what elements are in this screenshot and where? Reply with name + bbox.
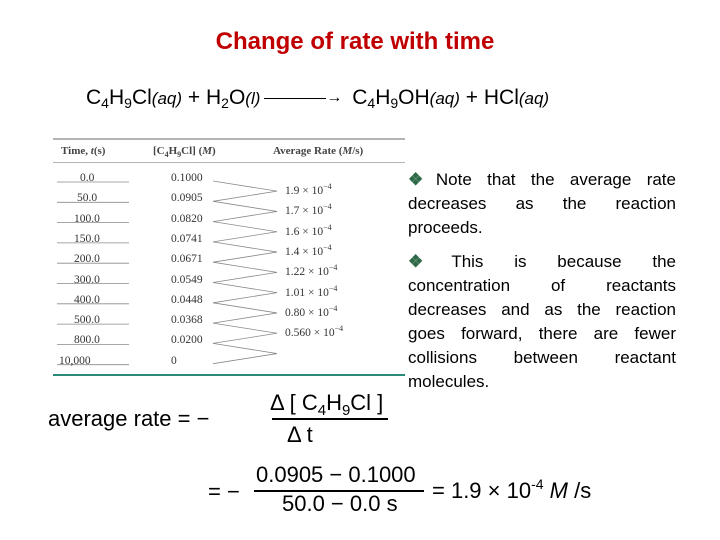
formula-numerator: Δ [ C4H9Cl ]: [270, 390, 384, 419]
cell-concentration: 0.0820: [171, 212, 203, 225]
connector-line: [212, 200, 278, 212]
cell-time: 400.0: [74, 293, 100, 306]
reaction-arrow-icon: →: [326, 89, 343, 107]
cell-average-rate: 1.9 × 10−4: [285, 182, 332, 197]
cell-time: 800.0: [74, 334, 100, 347]
formula-lhs: average rate = −: [48, 406, 210, 431]
bullet-diamond-icon: ❖: [408, 252, 450, 271]
product-2: HCl(aq): [483, 86, 550, 109]
connector-line: [212, 282, 278, 294]
plus-sign-2: +: [465, 86, 479, 109]
cell-concentration: 0.0200: [171, 334, 203, 347]
cell-average-rate: 1.7 × 10−4: [285, 202, 332, 218]
cell-time: 0.0: [80, 172, 95, 184]
connector-line: [212, 221, 278, 233]
rate-connector-lines: [57, 180, 278, 366]
connector-line: [212, 322, 278, 334]
connector-line: [212, 231, 278, 243]
slide-title: Change of rate with time: [215, 28, 495, 55]
reactant-2: H2O(l): [205, 86, 261, 111]
cell-concentration: 0.0368: [171, 314, 203, 327]
cell-time: 150.0: [74, 232, 100, 245]
table-header-rule: [53, 162, 405, 163]
calc-numerator: 0.0905 − 0.1000: [256, 462, 416, 487]
table-top-rule: [53, 138, 405, 140]
connector-line: [212, 302, 278, 314]
note-bullet-2: ❖ This is because the concentration of re…: [408, 250, 676, 394]
cell-concentration: 0.0905: [171, 192, 203, 205]
connector-line: [212, 292, 278, 304]
connector-line: [212, 211, 278, 222]
cell-average-rate: 0.560 × 10−4: [285, 324, 344, 340]
cell-concentration: 0.0549: [171, 273, 203, 286]
table-bottom-rule: [53, 374, 405, 376]
formula-fraction-line: [272, 418, 388, 420]
connector-line: [212, 343, 278, 354]
cell-time: 100.0: [74, 212, 100, 225]
cell-concentration: 0.1000: [171, 172, 203, 184]
cell-time: 200.0: [74, 253, 100, 266]
connector-line: [212, 332, 278, 344]
bullet-diamond-icon: ❖: [408, 170, 434, 189]
cell-concentration: 0.0671: [171, 253, 203, 266]
note-text-1: Note that the average rate decreases as …: [408, 170, 676, 237]
note-bullet-1: ❖ Note that the average rate decreases as…: [408, 168, 676, 240]
rate-table: Time, t(s) [C4H9Cl] (M) Average Rate (M/…: [53, 138, 405, 378]
connector-line: [212, 241, 278, 253]
cell-average-rate: 1.22 × 10−4: [285, 263, 338, 279]
reaction-equation: C4H9Cl(aq) + H2O(l) → C4H9OH(aq) + HCl(aq…: [86, 86, 549, 110]
cell-concentration: 0.0448: [171, 293, 203, 306]
cell-time: 500.0: [74, 314, 100, 327]
calc-denominator: 50.0 − 0.0 s: [282, 491, 398, 516]
formula-denominator: Δ t: [287, 422, 313, 447]
calc-prefix: = −: [208, 479, 240, 504]
cell-average-rate: 1.4 × 10−4: [285, 243, 332, 258]
connector-line: [212, 261, 278, 273]
cell-time: 10,000: [59, 354, 91, 367]
connector-line: [212, 353, 278, 365]
connector-line: [212, 180, 278, 192]
product-1: C4H9OH(aq): [352, 86, 460, 111]
cell-average-rate: 1.6 × 10−4: [285, 222, 332, 238]
cell-concentration: 0.0741: [171, 232, 203, 245]
cell-time: 50.0: [77, 192, 98, 205]
cell-average-rate: 0.80 × 10−4: [285, 303, 338, 319]
header-average-rate: Average Rate (M/s): [273, 145, 364, 157]
connector-line: [212, 312, 278, 324]
connector-line: [212, 251, 278, 263]
reactant-1: C4H9Cl(aq): [86, 86, 183, 111]
connector-line: [212, 271, 278, 283]
note-text-2: This is because the concentration of rea…: [408, 252, 676, 391]
connector-line: [212, 190, 278, 202]
reaction-arrow-line: [264, 97, 327, 99]
cell-average-rate: 1.01 × 10−4: [285, 283, 338, 299]
calc-result: = 1.9 × 10-4 M /s: [432, 476, 592, 503]
header-time: Time, t(s): [61, 145, 106, 157]
cell-concentration: 0: [171, 354, 177, 367]
calc-fraction-line: [254, 490, 424, 492]
header-concentration: [C4H9Cl] (M): [153, 145, 216, 160]
plus-sign: +: [187, 86, 201, 109]
cell-time: 300.0: [74, 273, 100, 286]
